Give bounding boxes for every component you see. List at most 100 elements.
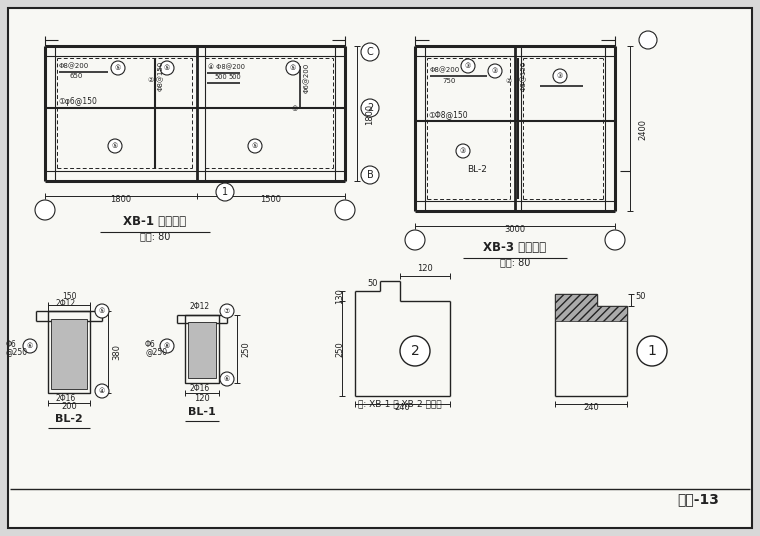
Text: ⑥: ⑥ <box>27 343 33 349</box>
Text: 500: 500 <box>214 74 226 80</box>
Text: Φ8@150: Φ8@150 <box>157 61 163 91</box>
Text: 50: 50 <box>367 279 378 288</box>
Text: ⑤: ⑤ <box>99 308 105 314</box>
Text: ①φ6@150: ①φ6@150 <box>58 97 97 106</box>
Circle shape <box>335 200 355 220</box>
Text: ③: ③ <box>460 148 466 154</box>
Circle shape <box>400 336 430 366</box>
Circle shape <box>95 304 109 318</box>
Circle shape <box>456 144 470 158</box>
Text: BL-2: BL-2 <box>55 414 83 424</box>
Circle shape <box>23 339 37 353</box>
Text: Φ8@200: Φ8@200 <box>59 63 89 69</box>
Circle shape <box>637 336 667 366</box>
Circle shape <box>95 384 109 398</box>
Text: 650: 650 <box>70 73 84 79</box>
Bar <box>51 319 87 389</box>
Text: 50: 50 <box>635 292 645 301</box>
Text: 2Φ12: 2Φ12 <box>189 302 209 311</box>
Text: 750: 750 <box>442 78 455 84</box>
Text: 1800: 1800 <box>110 195 131 204</box>
Circle shape <box>405 230 425 250</box>
Text: 1800: 1800 <box>365 103 374 124</box>
Text: 2Φ16: 2Φ16 <box>189 384 209 393</box>
Text: ②: ② <box>148 77 154 83</box>
Circle shape <box>160 339 174 353</box>
Circle shape <box>35 200 55 220</box>
Text: ③: ③ <box>465 63 471 69</box>
Text: 380: 380 <box>112 344 121 360</box>
Text: Φ8@200: Φ8@200 <box>430 66 461 73</box>
Text: Φ6@200: Φ6@200 <box>303 63 309 93</box>
Text: BL-2: BL-2 <box>467 165 487 174</box>
Text: 2: 2 <box>410 344 420 358</box>
Text: Φ6: Φ6 <box>6 340 17 349</box>
Text: @250: @250 <box>6 347 28 356</box>
Text: Φ8@150: Φ8@150 <box>520 61 527 91</box>
Text: 1500: 1500 <box>261 195 281 204</box>
Text: 2Φ12: 2Φ12 <box>56 299 76 308</box>
Circle shape <box>248 139 262 153</box>
Text: 240: 240 <box>583 403 599 412</box>
Text: XB-3 板配筋图: XB-3 板配筋图 <box>483 241 546 254</box>
Text: ⑤: ⑤ <box>164 65 170 71</box>
Text: ④ Φ8@200: ④ Φ8@200 <box>208 63 245 70</box>
Text: XB-1 板配筋图: XB-1 板配筋图 <box>123 215 186 228</box>
Text: B: B <box>366 170 373 180</box>
Text: ⑧: ⑧ <box>164 343 170 349</box>
Text: 250: 250 <box>335 341 344 357</box>
Circle shape <box>361 166 379 184</box>
Text: ③: ③ <box>492 68 498 74</box>
Circle shape <box>361 43 379 61</box>
Text: 1: 1 <box>222 187 228 197</box>
Circle shape <box>160 61 174 75</box>
Circle shape <box>220 304 234 318</box>
Text: 板厚: 80: 板厚: 80 <box>140 231 170 241</box>
Bar <box>185 315 219 383</box>
Circle shape <box>639 31 657 49</box>
Text: 240: 240 <box>394 403 410 412</box>
Text: 2400: 2400 <box>638 118 647 139</box>
Text: 250: 250 <box>241 341 250 357</box>
Circle shape <box>553 69 567 83</box>
Text: ⑦: ⑦ <box>224 308 230 314</box>
Circle shape <box>111 61 125 75</box>
Text: 120: 120 <box>194 394 210 403</box>
Text: ⑤: ⑤ <box>115 65 121 71</box>
Text: 板厚: 80: 板厚: 80 <box>500 257 530 267</box>
Circle shape <box>361 99 379 117</box>
Text: @250: @250 <box>145 347 167 356</box>
Text: 结施-13: 结施-13 <box>677 492 719 506</box>
Text: ⑤: ⑤ <box>290 65 296 71</box>
Text: 150: 150 <box>62 292 76 301</box>
Text: 注: XB-1 与 XB-2 板对称: 注: XB-1 与 XB-2 板对称 <box>358 399 442 408</box>
Text: ③: ③ <box>292 106 298 112</box>
Text: ⑤: ⑤ <box>252 143 258 149</box>
Text: BL-1: BL-1 <box>188 407 216 417</box>
Text: 3000: 3000 <box>505 225 526 234</box>
Text: 1: 1 <box>648 344 657 358</box>
Text: ③: ③ <box>557 73 563 79</box>
Circle shape <box>108 139 122 153</box>
Text: C: C <box>366 47 373 57</box>
Text: ⑤: ⑤ <box>112 143 118 149</box>
Text: 130: 130 <box>335 288 344 304</box>
Text: ②: ② <box>505 78 511 84</box>
Text: 120: 120 <box>417 264 433 273</box>
Text: Φ6: Φ6 <box>145 340 156 349</box>
Circle shape <box>605 230 625 250</box>
Text: ④: ④ <box>99 388 105 394</box>
Circle shape <box>461 59 475 73</box>
Bar <box>48 311 90 393</box>
Text: 2: 2 <box>367 103 373 113</box>
Text: ①Φ8@150: ①Φ8@150 <box>428 110 467 119</box>
Circle shape <box>220 372 234 386</box>
Polygon shape <box>555 294 627 321</box>
Text: 200: 200 <box>61 402 77 411</box>
Text: 2Φ16: 2Φ16 <box>56 394 76 403</box>
Bar <box>188 322 216 378</box>
Circle shape <box>216 183 234 201</box>
Circle shape <box>488 64 502 78</box>
Text: 500: 500 <box>228 74 241 80</box>
Text: ⑥: ⑥ <box>224 376 230 382</box>
